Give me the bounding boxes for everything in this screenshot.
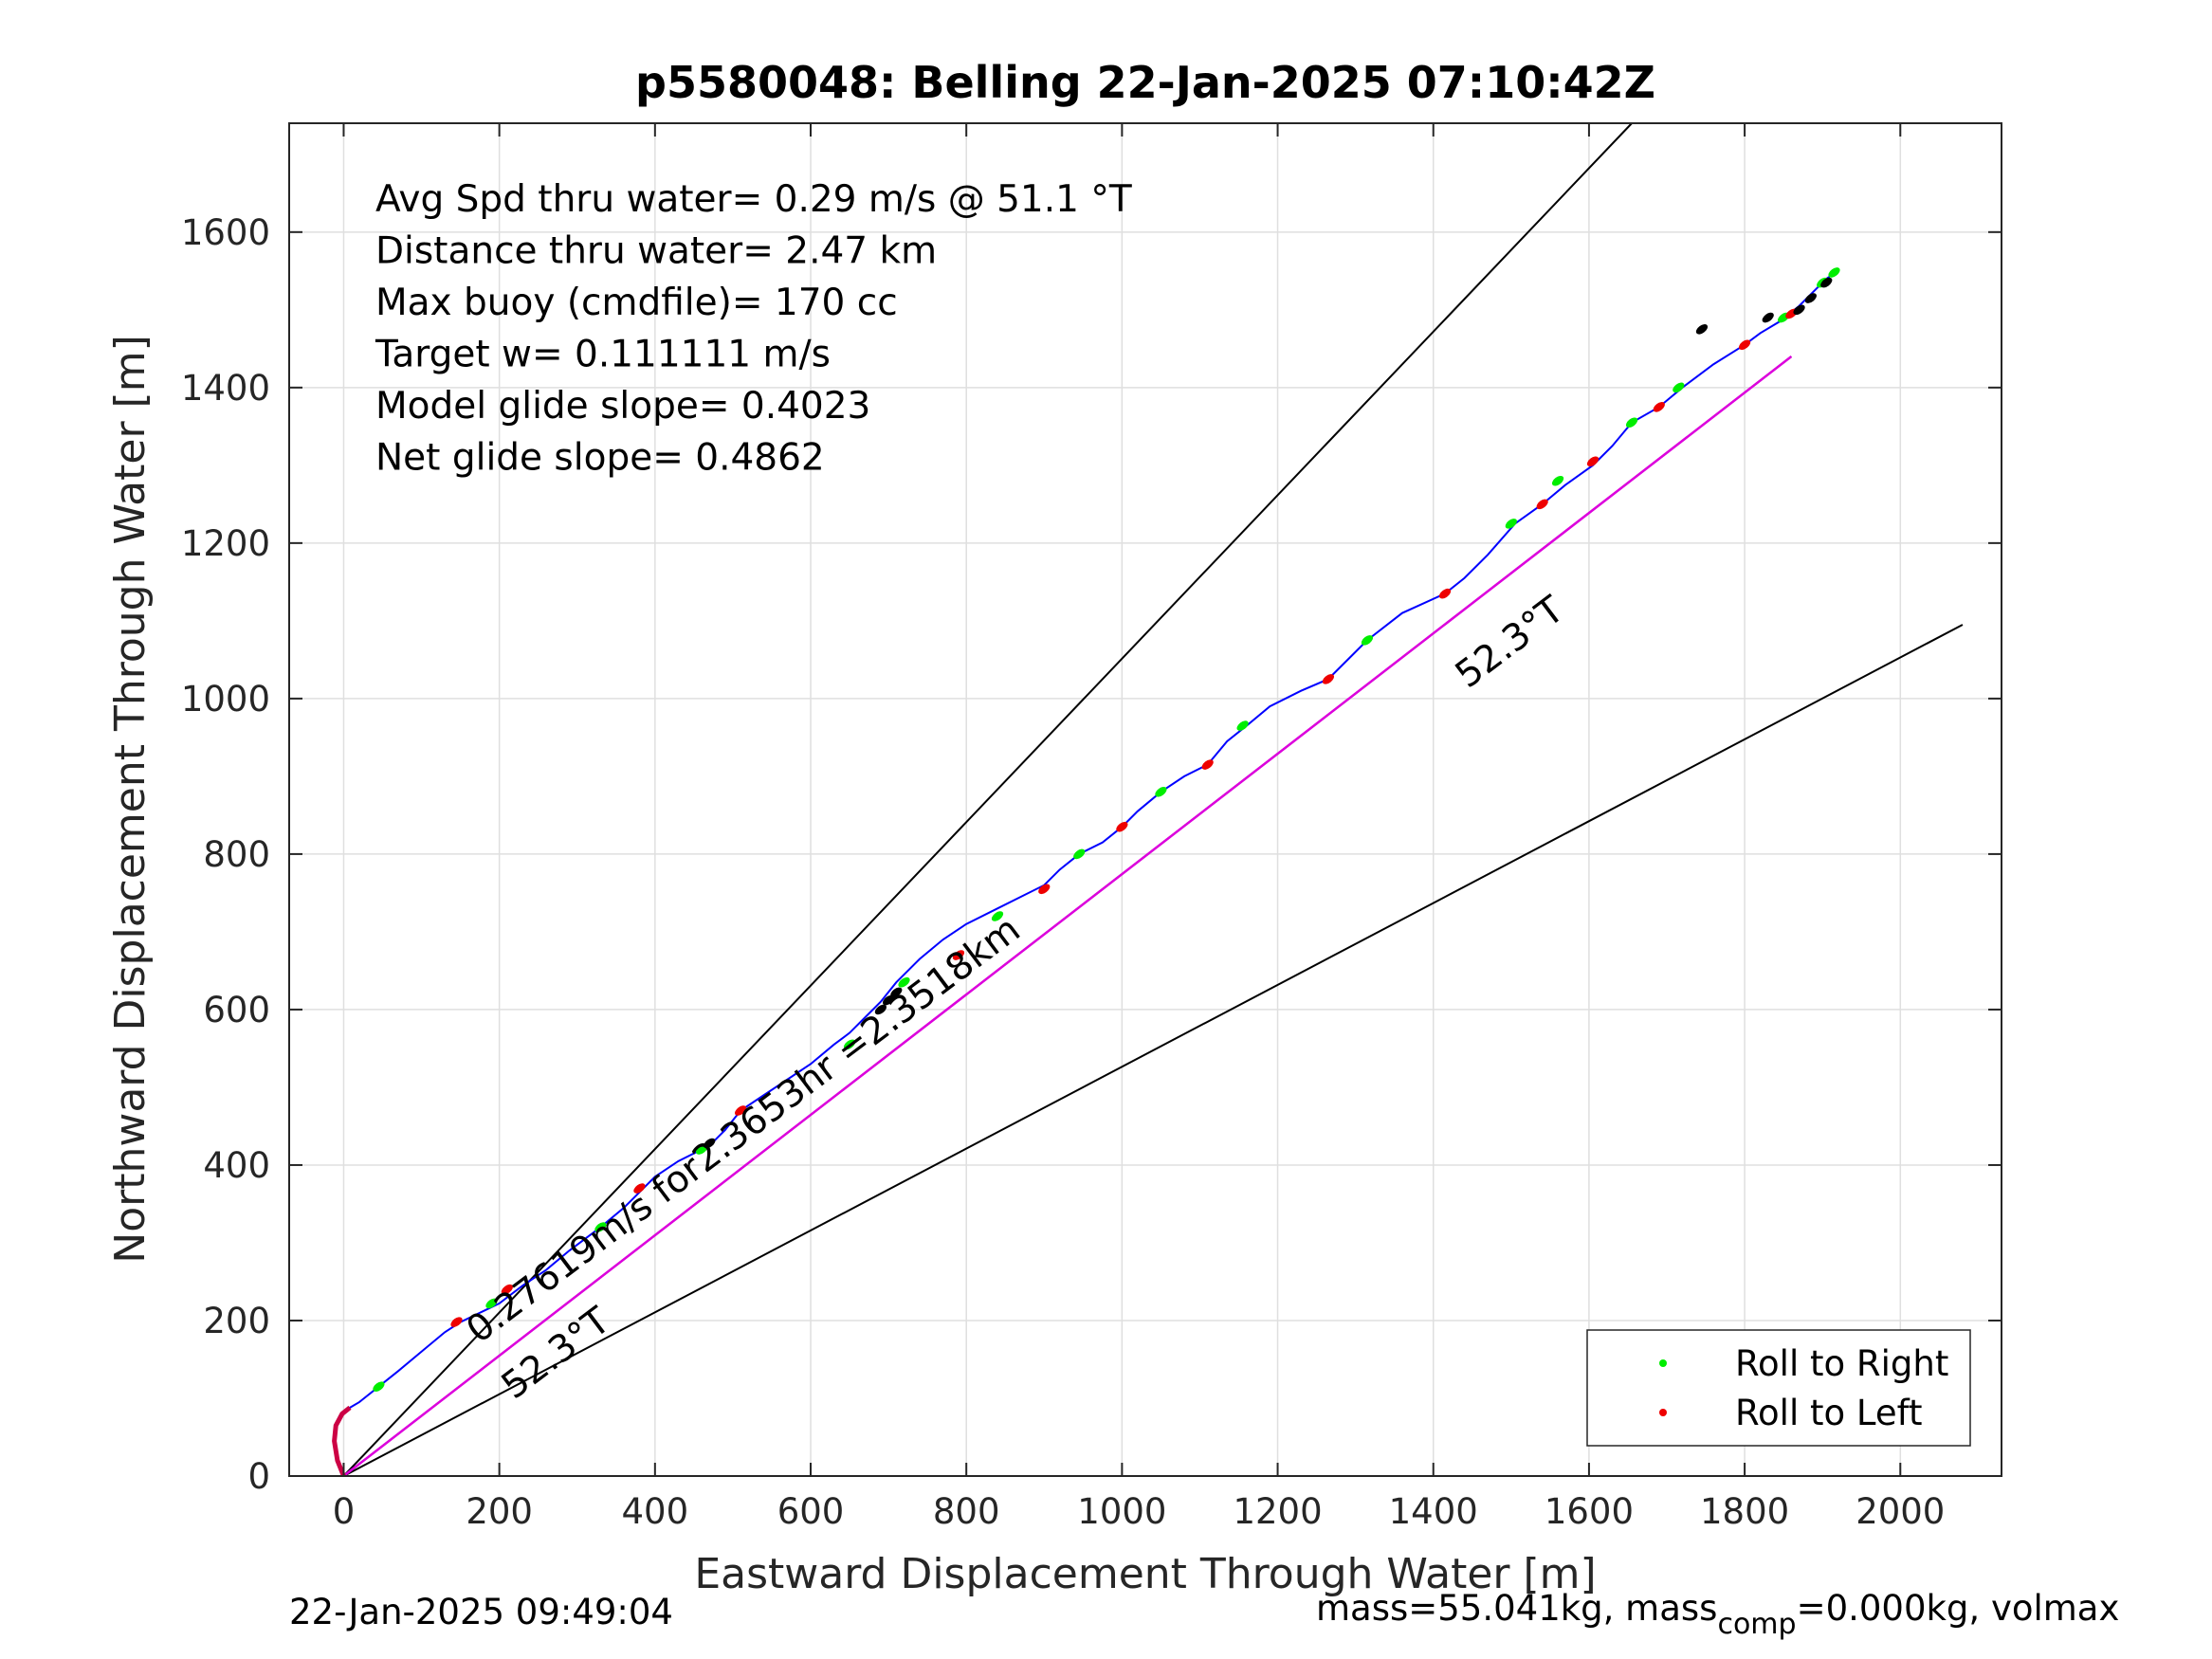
x-tick-label: 1800 [1700,1491,1789,1532]
black-marker-point [1804,293,1817,303]
black-marker-point [874,1004,887,1015]
black-marker-point [704,1138,716,1149]
roll-left-point [735,1105,747,1116]
y-axis-label: Northward Displacement Through Water [m] [106,335,155,1263]
dive-start-segment [332,1405,352,1477]
black-marker-point [883,994,895,1006]
roll-left-point [1116,821,1128,832]
y-tick-label: 1600 [181,212,270,253]
roll-right-point [594,1222,607,1232]
plot-frame [288,122,2002,1477]
roll-right-point [1625,417,1638,428]
x-tick-label: 1200 [1233,1491,1322,1532]
legend-marker-left [1659,1409,1667,1416]
roll-right-point [1551,475,1564,486]
x-tick-label: 1400 [1389,1491,1478,1532]
roll-right-point [1828,267,1840,278]
legend-marker-right [1659,1359,1667,1367]
x-tick-label: 1600 [1545,1491,1634,1532]
legend-label-right: Roll to Right [1735,1343,1948,1384]
footer-mass-prefix: mass=55.041kg, mass [1316,1588,1717,1629]
roll-right-point [1073,848,1086,860]
black-marker-point [1793,304,1805,316]
footer-timestamp: 22-Jan-2025 09:49:04 [289,1592,673,1632]
heading-reference-line [342,624,1964,1477]
y-tick-label: 1200 [181,523,270,564]
annotation-line: Max buoy (cmdfile)= 170 cc [375,282,898,324]
x-tick-label: 0 [333,1491,356,1532]
stats-annotations: Avg Spd thru water= 0.29 m/s @ 51.1 °T Di… [375,178,1132,480]
y-tick-label: 0 [247,1456,270,1497]
footer-mass: mass=55.041kg, masscomp=0.000kg, volmax [1316,1588,2119,1641]
heading-reference-line [342,122,1633,1477]
x-tick-label: 600 [777,1491,845,1532]
y-tick-label: 1400 [181,368,270,409]
roll-right-point [1236,720,1249,731]
roll-right-point [1155,787,1167,797]
x-tick-label: 2000 [1856,1491,1945,1532]
roll-left-point [1586,456,1600,467]
black-marker-point [1762,312,1774,323]
annotation-line: Net glide slope= 0.4862 [375,437,825,480]
roll-right-point [991,911,1004,921]
y-tick-label: 1000 [181,679,270,720]
y-tick-label: 800 [203,834,270,875]
roll-left-point [1322,674,1335,684]
roll-right-point [1673,382,1685,393]
roll-left-point [1653,402,1665,412]
legend: Roll to Right Roll to Left [1586,1329,1971,1447]
roll-left-point [501,1284,513,1295]
roll-right-point [898,976,910,988]
roll-right-point [843,1039,856,1050]
legend-box [1586,1329,1971,1447]
series-layer [332,269,1839,1477]
black-marker-point [1820,277,1833,288]
annotation-line: Model glide slope= 0.4023 [375,385,870,428]
glider-track-line [333,269,1839,1477]
y-tick-label: 400 [203,1145,270,1186]
footer-mass-suffix: =0.000kg, volmax [1797,1588,2120,1629]
roll-right-point [373,1381,385,1392]
black-marker-point [890,987,903,998]
roll-right-point [1361,635,1374,646]
x-tick-label: 400 [622,1491,689,1532]
legend-label-left: Roll to Left [1735,1393,1923,1433]
grid [289,123,2002,1477]
ticks: 0 200 400 600 800 1000 1200 1400 1600 1800 2000 0 20… [181,123,2002,1532]
x-tick-label: 1000 [1077,1491,1166,1532]
chart-title: p5580048: Belling 22-Jan-2025 07:10:42Z [635,57,1655,108]
footer-mass-sub: comp [1717,1608,1796,1641]
roll-left-point [952,950,965,960]
roll-left-point [1438,588,1452,599]
speed-line [342,356,1793,1477]
x-tick-label: 200 [466,1491,533,1532]
roll-left-point [1038,884,1051,895]
y-tick-label: 200 [203,1301,270,1341]
roll-left-point [450,1317,463,1327]
x-axis-label: Eastward Displacement Through Water [m] [694,1550,1596,1598]
x-tick-label: 800 [933,1491,1000,1532]
roll-left-point [1536,499,1548,510]
roll-left-point [1201,759,1214,770]
annotation-line: Target w= 0.111111 m/s [375,334,831,376]
black-marker-point [1695,324,1709,335]
annotation-line: Distance thru water= 2.47 km [375,230,937,273]
roll-right-point [485,1298,498,1309]
y-tick-label: 600 [203,990,270,1030]
roll-right-point [1505,519,1517,529]
roll-left-point [1739,339,1751,351]
annotation-line: Avg Spd thru water= 0.29 m/s @ 51.1 °T [375,178,1132,221]
roll-left-point [633,1183,646,1194]
marker-layer [373,267,1840,1392]
